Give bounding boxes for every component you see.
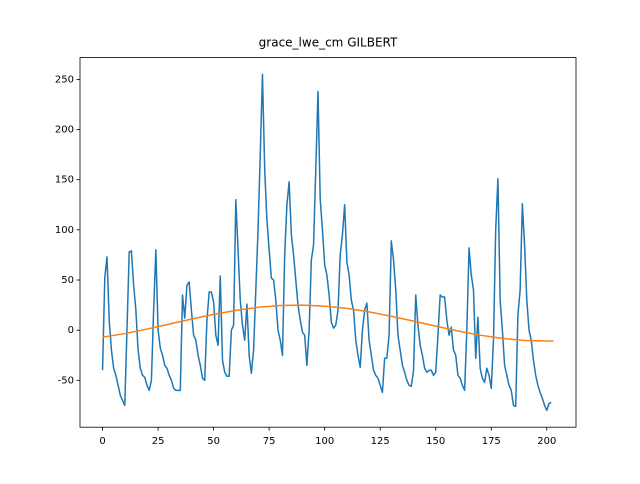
data-line [101,73,552,412]
y-tick-label: 250 [55,74,74,85]
y-tick-label: 0 [68,325,74,336]
y-tick-label: 100 [55,225,74,236]
y-tick-label: 50 [61,275,74,286]
x-tick-label: 25 [152,436,165,447]
data-line [102,304,554,342]
y-tick-label: -50 [58,375,74,386]
x-tick-label: 0 [99,436,105,447]
x-tick-label: 50 [207,436,220,447]
y-tick-label: 200 [55,125,74,136]
x-tick-label: 150 [426,436,445,447]
chart-title: grace_lwe_cm GILBERT [259,36,398,50]
x-tick-label: 175 [482,436,501,447]
x-tick-label: 100 [315,436,334,447]
axes-frame [79,57,577,428]
y-tick-label: 150 [55,175,74,186]
x-tick-label: 200 [537,436,556,447]
x-tick-label: 75 [263,436,276,447]
x-tick-label: 125 [371,436,390,447]
